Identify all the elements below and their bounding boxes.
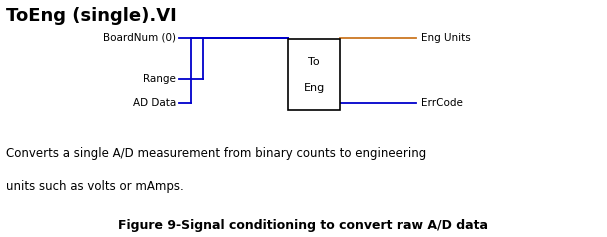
Text: ErrCode: ErrCode	[421, 98, 463, 108]
Text: Eng: Eng	[304, 83, 325, 93]
Text: Eng Units: Eng Units	[421, 33, 470, 43]
Text: AD Data: AD Data	[133, 98, 176, 108]
Text: Figure 9-Signal conditioning to convert raw A/D data: Figure 9-Signal conditioning to convert …	[118, 219, 489, 232]
Bar	[288, 39, 340, 110]
Text: BoardNum (0): BoardNum (0)	[103, 33, 176, 43]
Text: Range: Range	[143, 74, 176, 84]
Text: To: To	[308, 57, 320, 67]
Text: units such as volts or mAmps.: units such as volts or mAmps.	[6, 180, 184, 193]
Text: Converts a single A/D measurement from binary counts to engineering: Converts a single A/D measurement from b…	[6, 147, 426, 160]
Text: ToEng (single).VI: ToEng (single).VI	[6, 7, 177, 25]
